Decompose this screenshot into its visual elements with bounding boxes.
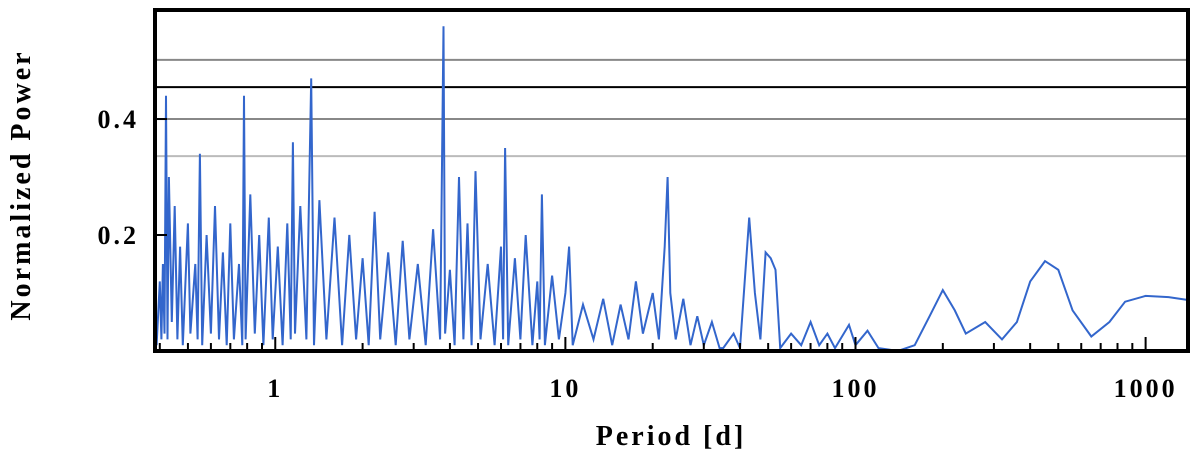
x-tick-label: 1000 [1114, 374, 1178, 403]
data-line [154, 26, 1189, 353]
x-tick-label: 100 [831, 374, 879, 403]
y-tick-label: 0.2 [98, 221, 140, 250]
x-tick-label: 1 [267, 374, 283, 403]
plot-frame [153, 8, 1190, 353]
x-tick-label: 10 [549, 374, 581, 403]
x-axis-label: Period [d] [596, 421, 747, 452]
y-tick-label: 0.4 [98, 105, 140, 134]
y-axis-label: Normalized Power [6, 49, 37, 320]
